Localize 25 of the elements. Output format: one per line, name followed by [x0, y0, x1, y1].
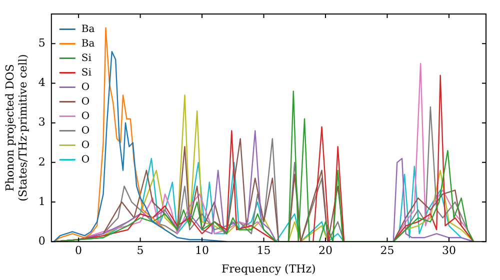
- y-tick-label: 4: [38, 76, 46, 90]
- x-tick-label: 10: [195, 244, 210, 258]
- y-axis-title: Phonon projected DOS (States/THz·primitive cell): [3, 54, 30, 202]
- x-tick-label: 30: [442, 244, 456, 258]
- y-tick-label: 3: [38, 116, 46, 129]
- legend-label: O: [81, 140, 90, 151]
- legend-label: Si: [81, 67, 92, 78]
- legend-label: O: [81, 96, 90, 108]
- legend-label: Si: [81, 52, 92, 64]
- y-tick-label: 2: [38, 155, 46, 168]
- x-tick-label: 25: [380, 244, 394, 258]
- legend-label: O: [81, 110, 90, 122]
- legend-label: Ba: [81, 38, 95, 50]
- legend-label: O: [81, 125, 90, 136]
- x-tick-label: 15: [256, 244, 271, 258]
- y-tick-label: 0: [38, 234, 46, 248]
- y-tick-label: 1: [38, 194, 46, 208]
- x-tick-label: 20: [318, 244, 332, 258]
- x-axis-title: Frequency (THz): [222, 262, 316, 276]
- x-tick-label: 5: [136, 244, 144, 258]
- y-tick-label: 5: [38, 36, 46, 50]
- legend-label: O: [81, 82, 90, 93]
- legend-label: Ba: [81, 24, 95, 35]
- x-tick-label: 0: [75, 244, 82, 258]
- legend-label: O: [81, 154, 90, 166]
